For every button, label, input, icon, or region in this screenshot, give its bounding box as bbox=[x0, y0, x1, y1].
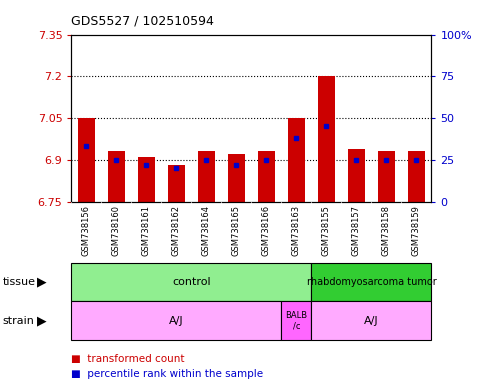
Bar bbox=[408, 151, 424, 202]
Text: GSM738162: GSM738162 bbox=[172, 205, 181, 256]
Text: rhabdomyosarcoma tumor: rhabdomyosarcoma tumor bbox=[307, 277, 436, 287]
Text: A/J: A/J bbox=[169, 316, 184, 326]
Bar bbox=[71, 263, 312, 301]
Text: GSM738157: GSM738157 bbox=[352, 205, 361, 256]
Bar bbox=[312, 301, 431, 340]
Bar bbox=[228, 154, 245, 202]
Bar bbox=[108, 151, 125, 202]
Text: ■  transformed count: ■ transformed count bbox=[71, 354, 185, 364]
Text: GSM738161: GSM738161 bbox=[142, 205, 151, 256]
Bar bbox=[258, 151, 275, 202]
Bar bbox=[282, 301, 312, 340]
Text: BALB
/c: BALB /c bbox=[285, 311, 308, 330]
Text: GSM738158: GSM738158 bbox=[382, 205, 391, 256]
Bar bbox=[71, 301, 282, 340]
Text: GSM738164: GSM738164 bbox=[202, 205, 211, 256]
Text: ▶: ▶ bbox=[37, 276, 47, 289]
Text: tissue: tissue bbox=[2, 277, 35, 287]
Bar bbox=[78, 118, 95, 202]
Text: GSM738160: GSM738160 bbox=[112, 205, 121, 256]
Text: ▶: ▶ bbox=[37, 314, 47, 327]
Bar bbox=[348, 149, 365, 202]
Bar bbox=[138, 157, 155, 202]
Bar bbox=[318, 76, 335, 202]
Bar bbox=[378, 151, 394, 202]
Text: control: control bbox=[172, 277, 211, 287]
Bar bbox=[312, 263, 431, 301]
Text: GDS5527 / 102510594: GDS5527 / 102510594 bbox=[71, 15, 214, 28]
Text: ■  percentile rank within the sample: ■ percentile rank within the sample bbox=[71, 369, 264, 379]
Bar bbox=[198, 151, 214, 202]
Text: strain: strain bbox=[2, 316, 35, 326]
Text: GSM738166: GSM738166 bbox=[262, 205, 271, 256]
Bar bbox=[168, 166, 185, 202]
Text: GSM738156: GSM738156 bbox=[82, 205, 91, 256]
Text: GSM738155: GSM738155 bbox=[322, 205, 331, 255]
Text: GSM738163: GSM738163 bbox=[292, 205, 301, 256]
Bar bbox=[288, 118, 305, 202]
Text: A/J: A/J bbox=[364, 316, 379, 326]
Text: GSM738159: GSM738159 bbox=[412, 205, 421, 255]
Text: GSM738165: GSM738165 bbox=[232, 205, 241, 256]
